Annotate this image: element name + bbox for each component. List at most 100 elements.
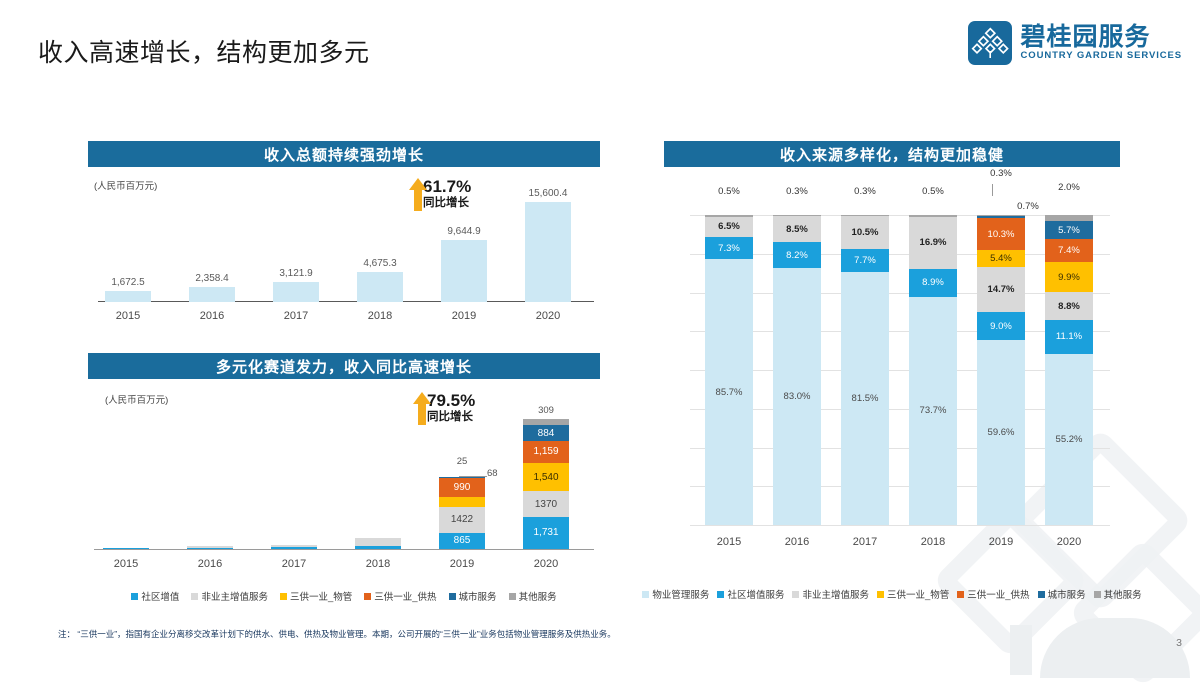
chart1-bar-group: 4,675.3	[351, 258, 409, 302]
legend-swatch	[191, 593, 198, 600]
chart3-segment-非业主增值服务: 6.5%	[705, 217, 753, 237]
panel1-header: 收入总额持续强劲增长	[88, 141, 600, 167]
legend-item-城市服务[interactable]: 城市服务	[1038, 587, 1086, 601]
legend-label: 三供一业_物管	[887, 587, 949, 601]
chart3-segment-三供一业_供热: 7.4%	[1045, 239, 1093, 262]
panel1-growth-callout: 61.7% 同比增长	[418, 178, 471, 210]
chart3-bar-group: 59.6%9.0%14.7%5.4%10.3%	[968, 215, 1034, 525]
chart3-stack: 85.7%7.3%6.5%	[705, 215, 753, 525]
footnote: 注： “三供一业”，指国有企业分离移交改革计划下的供水、供电、供热及物业管理。本…	[58, 629, 616, 641]
chart2-x-label: 2019	[433, 558, 491, 570]
chart1-bar	[189, 287, 235, 302]
chart3-x-label: 2019	[968, 536, 1034, 548]
chart2-segment-三供一业_物管	[439, 497, 485, 507]
chart3-segment-三供一业_物管: 5.4%	[977, 250, 1025, 267]
chart3-segment-物业管理服务: 85.7%	[705, 259, 753, 525]
legend-item-非业主增值服务[interactable]: 非业主增值服务	[191, 589, 268, 603]
chart1-bar	[273, 282, 319, 302]
chart3-stack: 55.2%11.1%8.8%9.9%7.4%5.7%	[1045, 215, 1093, 525]
logo-english-name: COUNTRY GARDEN SERVICES	[1021, 51, 1182, 61]
chart1-x-label: 2018	[351, 310, 409, 322]
legend-swatch	[131, 593, 138, 600]
legend-item-三供一业_物管[interactable]: 三供一业_物管	[280, 589, 352, 603]
legend-item-三供一业_供热[interactable]: 三供一业_供热	[957, 587, 1029, 601]
legend-item-社区增值[interactable]: 社区增值	[131, 589, 179, 603]
chart3-segment-社区增值服务: 9.0%	[977, 312, 1025, 340]
chart2-segment-三供一业_供热: 990	[439, 478, 485, 496]
chart3-stack: 73.7%8.9%16.9%	[909, 215, 957, 525]
chart1-value-label: 3,121.9	[279, 268, 312, 279]
chart3-outside-label: 0.5%	[696, 186, 762, 197]
chart3-callout-line	[992, 184, 993, 196]
chart2-segment-三供一业_供热: 1,159	[523, 441, 569, 463]
chart3-segment-物业管理服务: 81.5%	[841, 272, 889, 525]
chart3-stack: 59.6%9.0%14.7%5.4%10.3%	[977, 215, 1025, 525]
chart2-segment-社区增值	[355, 546, 401, 549]
chart2-axis	[94, 549, 594, 550]
panel2-growth-label: 同比增长	[427, 412, 475, 424]
chart2-segment-三供一业_物管: 1,540	[523, 463, 569, 492]
legend-label: 非业主增值服务	[201, 589, 268, 603]
legend-label: 社区增值服务	[727, 587, 784, 601]
legend-item-其他服务[interactable]: 其他服务	[1094, 587, 1142, 601]
panel2-growth-pct: 79.5%	[427, 392, 475, 409]
chart3-outside-label: 0.3%	[832, 186, 898, 197]
panel3-header: 收入来源多样化，结构更加稳健	[664, 141, 1120, 167]
chart2-outside-label: 25	[433, 456, 491, 467]
legend-swatch	[509, 593, 516, 600]
chart3-segment-物业管理服务: 55.2%	[1045, 354, 1093, 525]
chart1-bar-group: 3,121.9	[267, 268, 325, 302]
chart3-segment-非业主增值服务: 14.7%	[977, 267, 1025, 313]
chart3-outside-label: 0.3%	[968, 168, 1034, 179]
legend-label: 城市服务	[1048, 587, 1086, 601]
chart2-segment-社区增值: 865	[439, 533, 485, 549]
legend-item-三供一业_物管[interactable]: 三供一业_物管	[877, 587, 949, 601]
chart3-bar-group: 83.0%8.2%8.5%	[764, 215, 830, 525]
legend-label: 其他服务	[519, 589, 557, 603]
panel1-growth-label: 同比增长	[423, 198, 471, 210]
chart3-outside-label: 2.0%	[1036, 182, 1102, 193]
chart2-segment-社区增值: 1,731	[523, 517, 569, 549]
chart3-bar-group: 81.5%7.7%10.5%	[832, 215, 898, 525]
legend-label: 社区增值	[141, 589, 179, 603]
chart3-x-label: 2018	[900, 536, 966, 548]
legend-item-三供一业_供热[interactable]: 三供一业_供热	[364, 589, 436, 603]
chart2-bar-group	[265, 545, 323, 549]
chart1-x-label: 2015	[99, 310, 157, 322]
chart3-gridline	[690, 525, 1110, 526]
chart3-segment-社区增值服务: 7.3%	[705, 237, 753, 260]
legend-label: 物业管理服务	[652, 587, 709, 601]
chart2-x-label: 2018	[349, 558, 407, 570]
legend-item-非业主增值服务[interactable]: 非业主增值服务	[792, 587, 869, 601]
legend-item-城市服务[interactable]: 城市服务	[449, 589, 497, 603]
logo-chinese-name: 碧桂园服务	[1021, 25, 1182, 50]
legend-swatch	[792, 591, 799, 598]
legend-label: 城市服务	[459, 589, 497, 603]
legend-item-物业管理服务[interactable]: 物业管理服务	[642, 587, 709, 601]
legend-swatch	[642, 591, 649, 598]
chart3-legend: 物业管理服务社区增值服务非业主增值服务三供一业_物管三供一业_供热城市服务其他服…	[664, 586, 1120, 602]
legend-label: 三供一业_供热	[374, 589, 436, 603]
chart3-outside-label: 0.5%	[900, 186, 966, 197]
chart2-segment-社区增值	[187, 548, 233, 549]
legend-label: 三供一业_物管	[290, 589, 352, 603]
chart2-stack	[355, 538, 401, 549]
legend-swatch	[717, 591, 724, 598]
legend-label: 三供一业_供热	[967, 587, 1029, 601]
legend-item-其他服务[interactable]: 其他服务	[509, 589, 557, 603]
chart3-stack: 83.0%8.2%8.5%	[773, 215, 821, 525]
chart3-segment-城市服务: 5.7%	[1045, 221, 1093, 239]
legend-item-社区增值服务[interactable]: 社区增值服务	[717, 587, 784, 601]
watermark-rect	[1010, 625, 1032, 675]
legend-swatch	[1038, 591, 1045, 598]
chart1-x-label: 2017	[267, 310, 325, 322]
chart2-x-label: 2017	[265, 558, 323, 570]
chart2-segment-社区增值	[271, 547, 317, 549]
chart2-x-label: 2016	[181, 558, 239, 570]
chart2-x-label: 2015	[97, 558, 155, 570]
chart2-x-label: 2020	[517, 558, 575, 570]
legend-swatch	[364, 593, 371, 600]
